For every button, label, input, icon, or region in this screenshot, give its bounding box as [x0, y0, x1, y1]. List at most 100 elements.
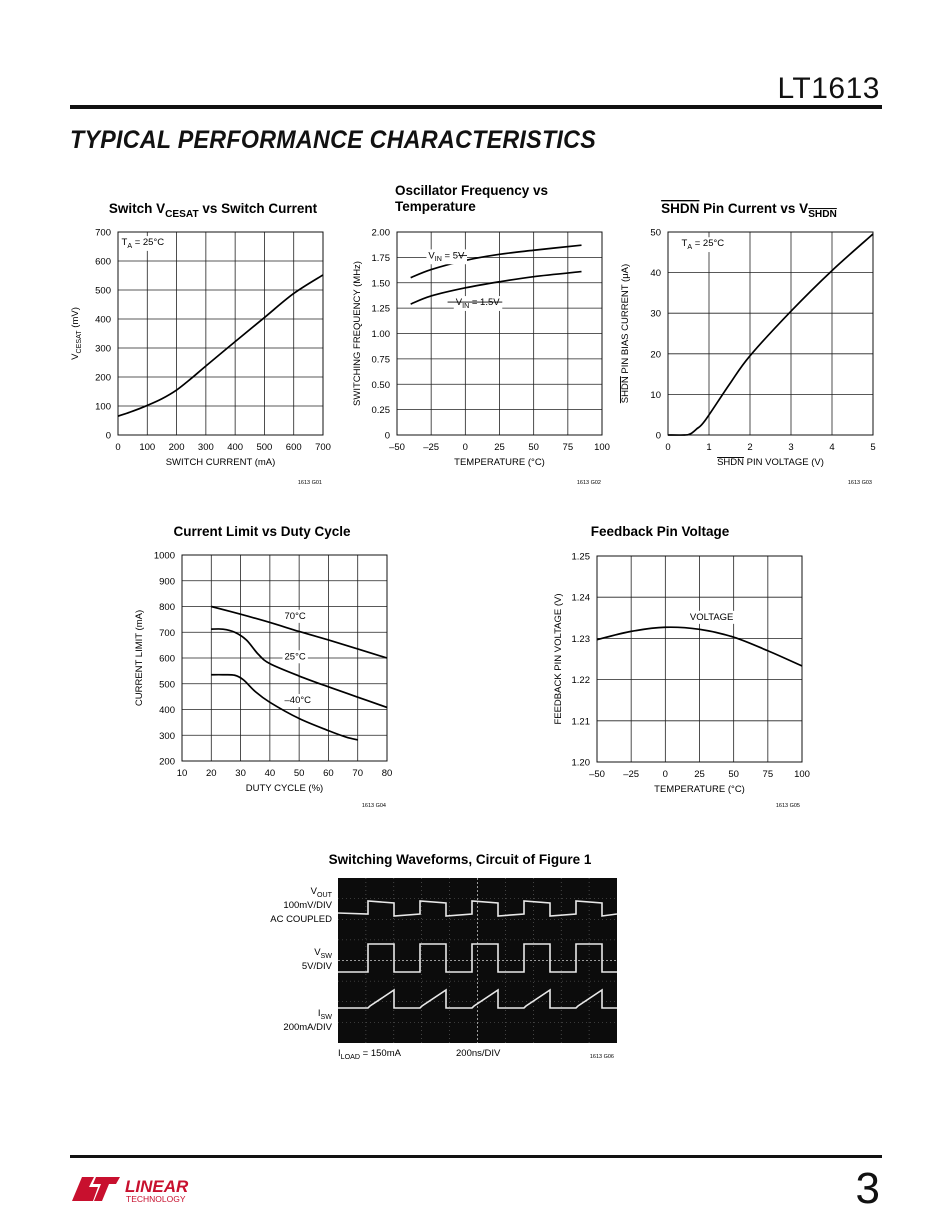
y-tick-label: 2.00 — [372, 228, 391, 239]
figure-code: 1613 G06 — [590, 1054, 614, 1060]
y-tick-label: 1.75 — [372, 253, 391, 264]
y-tick-label: 1.00 — [372, 329, 391, 340]
x-tick-label: 500 — [256, 442, 272, 453]
oscilloscope-screen — [337, 878, 618, 1043]
plot-frame — [396, 231, 603, 436]
scope-channel-label: VOUT — [311, 886, 333, 899]
y-tick-label: 300 — [95, 344, 111, 355]
scope-channel-label: VSW — [314, 947, 332, 960]
x-tick-label: 70 — [352, 768, 363, 779]
x-tick-label: 4 — [829, 442, 834, 453]
y-axis-label: CURRENT LIMIT (mA) — [134, 610, 145, 706]
x-tick-label: 0 — [663, 769, 668, 780]
annotation-label: VIN = 1.5V — [456, 297, 501, 310]
annotation-label: TA = 25°C — [682, 238, 725, 251]
x-tick-label: –50 — [589, 769, 605, 780]
x-tick-label: 0 — [463, 442, 468, 453]
figure-code: 1613 G02 — [577, 480, 601, 486]
chart-G01: 0 100 200 300 400 500 600 700 0 100 200 300 400 500 60… — [70, 201, 331, 486]
x-tick-label: 75 — [563, 442, 574, 453]
x-tick-label: 5 — [870, 442, 875, 453]
logo-text: LINEAR — [125, 1177, 189, 1196]
figure-code: 1613 G04 — [362, 803, 386, 809]
x-tick-label: –25 — [623, 769, 639, 780]
figure-code: 1613 G05 — [776, 803, 800, 809]
y-tick-label: 50 — [650, 228, 661, 239]
top-rule — [70, 105, 882, 109]
y-tick-label: 600 — [159, 654, 175, 665]
scope-load-label: ILOAD = 150mA — [338, 1048, 402, 1061]
x-tick-label: 30 — [235, 768, 246, 779]
x-tick-label: 0 — [665, 442, 670, 453]
scope-trace-vsw — [338, 943, 617, 973]
x-tick-label: 100 — [594, 442, 610, 453]
scope-trace-vout — [337, 900, 618, 917]
scope-traces — [337, 878, 618, 1043]
x-tick-label: 3 — [788, 442, 793, 453]
y-tick-label: 500 — [95, 286, 111, 297]
x-tick-label: 50 — [728, 769, 739, 780]
annotation-label: 70°C — [285, 611, 306, 622]
x-tick-label: 25 — [494, 442, 505, 453]
x-tick-label: 2 — [747, 442, 752, 453]
y-axis-label: FEEDBACK PIN VOLTAGE (V) — [553, 593, 564, 724]
chart-G02: –50 –25 0 25 50 75 100 0 0.25 0.50 0.75 1.00 1.25 1.5… — [352, 183, 610, 486]
bottom-rule — [70, 1155, 882, 1158]
chart-title: Switch VCESAT vs Switch Current — [109, 201, 318, 220]
x-axis-label: TEMPERATURE (°C) — [654, 784, 745, 795]
y-tick-label: 600 — [95, 257, 111, 268]
x-tick-label: 600 — [286, 442, 302, 453]
chart-title: Current Limit vs Duty Cycle — [173, 524, 351, 539]
plot-frame — [117, 231, 324, 436]
y-tick-label: 400 — [159, 705, 175, 716]
x-tick-label: 300 — [198, 442, 214, 453]
y-tick-label: 0 — [656, 431, 661, 442]
annotation-label: VIN = 5V — [428, 250, 465, 263]
series-line-1 — [117, 274, 324, 417]
scope-timebase-label: 200ns/DIV — [456, 1048, 501, 1059]
y-tick-label: 1.22 — [572, 675, 591, 686]
figure-code: 1613 G01 — [298, 480, 322, 486]
x-tick-label: 1 — [706, 442, 711, 453]
annotation-background — [687, 610, 736, 624]
y-tick-label: 800 — [159, 602, 175, 613]
y-tick-label: 40 — [650, 268, 661, 279]
y-tick-label: 1000 — [154, 551, 175, 562]
page-number: 3 — [855, 1164, 880, 1213]
x-axis-label: DUTY CYCLE (%) — [246, 783, 323, 794]
annotation-background — [282, 694, 314, 708]
series-line-2 — [211, 628, 388, 709]
x-tick-label: 400 — [227, 442, 243, 453]
y-tick-label: 10 — [650, 390, 661, 401]
scope-trace-isw — [338, 988, 617, 1009]
y-tick-label: 1.23 — [572, 634, 591, 645]
series-line-3 — [211, 673, 358, 741]
x-tick-label: 100 — [139, 442, 155, 453]
y-tick-label: 200 — [159, 757, 175, 768]
annotation-label: VOLTAGE — [690, 612, 733, 623]
chart-G04: 10 20 30 40 50 60 70 80 200 300 400 500 600 700 800 900… — [134, 524, 392, 809]
y-tick-label: 400 — [95, 315, 111, 326]
chart-title-line2: Temperature — [395, 199, 476, 214]
y-tick-label: 0.50 — [372, 380, 391, 391]
y-axis-label: SWITCHING FREQUENCY (MHz) — [352, 261, 363, 406]
annotation-background — [679, 237, 727, 253]
scope-channel-label: AC COUPLED — [270, 914, 332, 925]
y-tick-label: 900 — [159, 576, 175, 587]
x-tick-label: 80 — [382, 768, 393, 779]
x-tick-label: 700 — [315, 442, 331, 453]
scope-channel-label: ISW — [318, 1008, 332, 1021]
chart-G05: –50 –25 0 25 50 75 100 1.20 1.21 1.22 1.23 1.24 1.25… — [553, 524, 810, 809]
x-tick-label: 40 — [265, 768, 276, 779]
x-tick-label: 50 — [294, 768, 305, 779]
y-tick-label: 0 — [106, 431, 111, 442]
annotation-background — [282, 650, 308, 664]
y-tick-label: 300 — [159, 731, 175, 742]
y-axis-label: SHDN PIN BIAS CURRENT (μA) — [620, 264, 631, 403]
y-tick-label: 0 — [385, 431, 390, 442]
y-tick-label: 1.24 — [572, 593, 591, 604]
y-tick-label: 1.50 — [372, 278, 391, 289]
x-tick-label: –25 — [423, 442, 439, 453]
y-axis-label: VCESAT (mV) — [70, 307, 83, 360]
